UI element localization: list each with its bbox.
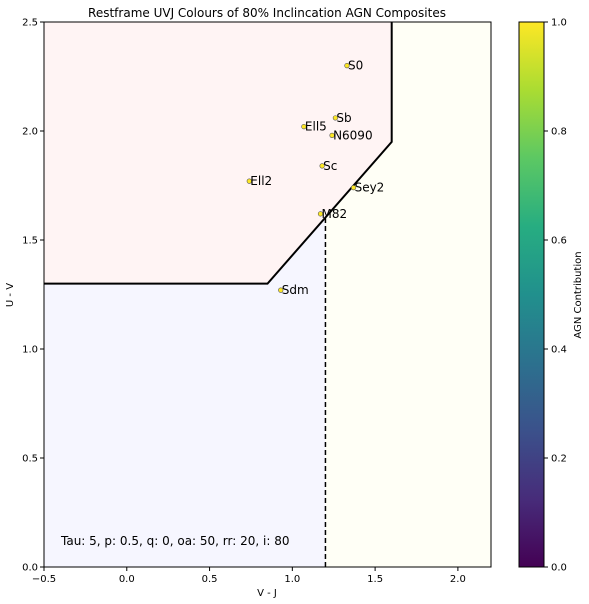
y-tick-label: 1.0	[22, 345, 38, 356]
point-label-n6090: N6090	[333, 128, 373, 142]
colorbar: 0.0 0.2 0.4 0.6 0.8 1.0 AGN Contribution	[518, 18, 584, 574]
y-tick-label: 0.5	[22, 454, 38, 465]
x-tick-label: −0.5	[32, 574, 56, 585]
data-point-sey2	[350, 185, 357, 191]
x-tick-label: 2.0	[450, 574, 466, 585]
data-point-sb	[332, 115, 338, 121]
x-tick-label: 1.5	[367, 574, 383, 585]
y-tick-label: 2.0	[22, 127, 38, 138]
colorbar-gradient	[518, 21, 545, 568]
colorbar-label: AGN Contribution	[573, 251, 584, 338]
point-label-sb: Sb	[336, 111, 351, 125]
point-label-m82: M82	[321, 207, 347, 221]
data-point-m82	[317, 211, 324, 217]
colorbar-tick-label: 0.8	[551, 127, 567, 138]
data-point-s0	[344, 62, 350, 69]
y-tick-label: 2.5	[22, 18, 38, 29]
colorbar-tick-label: 1.0	[551, 18, 567, 29]
plot-frame	[43, 21, 492, 568]
colorbar-tick-label: 0.6	[551, 236, 567, 247]
x-axis-label: V - J	[257, 588, 277, 599]
y-axis-ticks: 0.0 0.5 1.0 1.5 2.0 2.5	[22, 18, 44, 574]
x-tick-label: 0.5	[202, 574, 218, 585]
y-tick-label: 1.5	[22, 236, 38, 247]
colorbar-tick-label: 0.4	[551, 345, 567, 356]
point-label-s0: S0	[348, 59, 363, 73]
data-point-ell2	[246, 178, 252, 184]
data-point-sc	[319, 163, 325, 169]
data-point-ell5	[301, 124, 307, 130]
colorbar-tick-label: 0.2	[551, 454, 567, 465]
point-label-sey2: Sey2	[355, 181, 385, 195]
dusty-region	[325, 22, 491, 567]
quiescent-boundary-line	[44, 22, 393, 285]
point-label-ell2: Ell2	[250, 174, 272, 188]
chart-title: Restframe UVJ Colours of 80% Inclincatio…	[88, 6, 446, 20]
quiescent-region	[44, 22, 392, 284]
star-forming-region	[44, 218, 326, 567]
y-axis-label: U - V	[5, 283, 16, 307]
scatter-points: S0 Sb Ell5 N6090 Sc Ell2 Sey2 M82 Sdm	[246, 59, 385, 297]
parameter-annotation: Tau: 5, p: 0.5, q: 0, oa: 50, rr: 20, i:…	[60, 534, 289, 548]
colorbar-ticks: 0.0 0.2 0.4 0.6 0.8 1.0	[544, 18, 567, 574]
data-point-n6090	[329, 132, 335, 138]
x-tick-label: 0.0	[119, 574, 135, 585]
y-tick-label: 0.0	[22, 563, 38, 574]
colorbar-tick-label: 0.0	[551, 563, 567, 574]
point-label-sdm: Sdm	[282, 283, 309, 297]
point-label-sc: Sc	[323, 159, 337, 173]
x-tick-label: 1.0	[284, 574, 300, 585]
x-axis-ticks: −0.5 0.0 0.5 1.0 1.5 2.0	[32, 567, 466, 585]
point-label-ell5: Ell5	[305, 120, 327, 134]
data-point-sdm	[278, 287, 284, 293]
